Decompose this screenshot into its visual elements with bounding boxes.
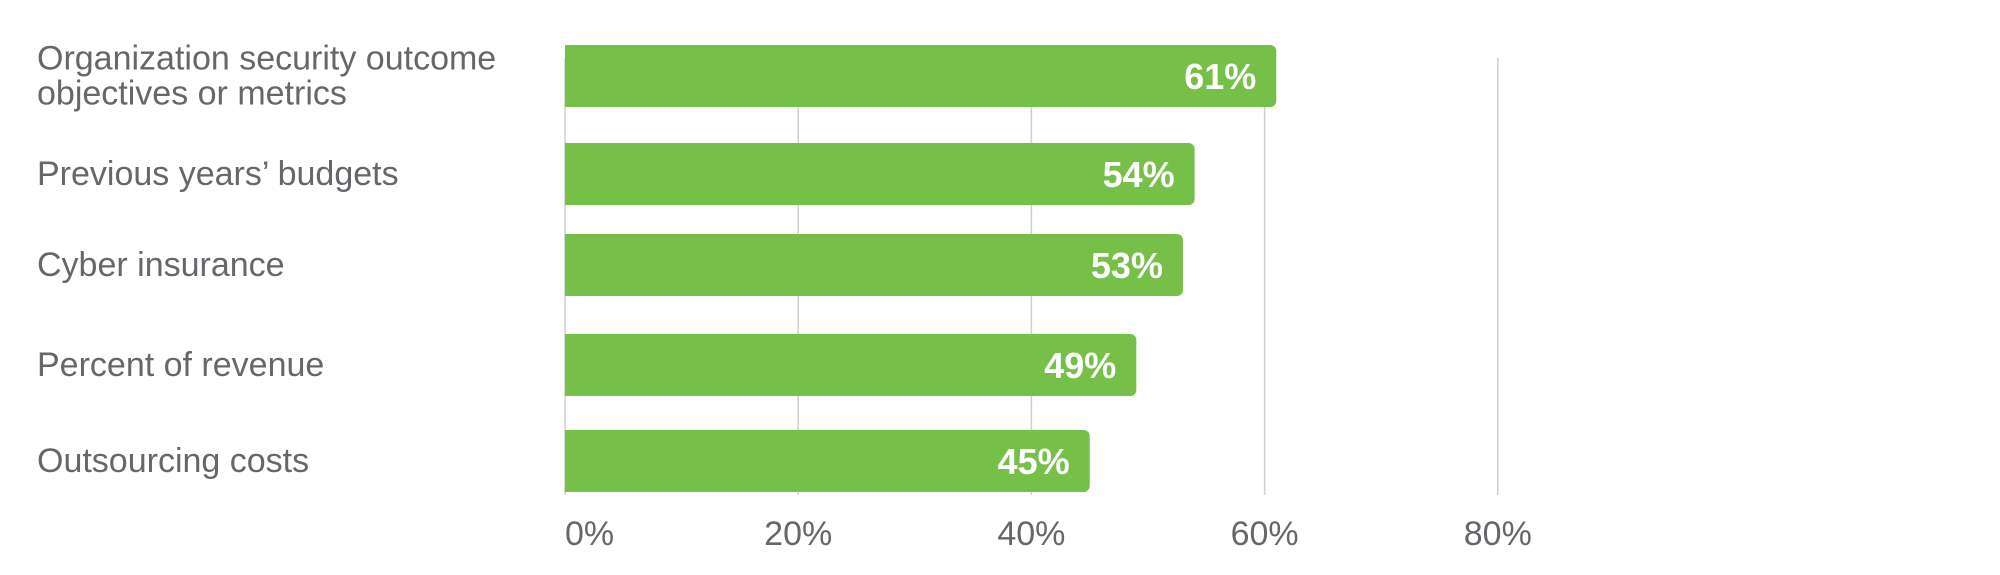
bar-left-edge	[565, 234, 575, 296]
x-tick-label: 60%	[1231, 515, 1299, 553]
x-axis-tick-labels: 0% 20% 40% 60% 80%	[565, 515, 1532, 553]
category-label: Percent of revenue	[37, 346, 324, 384]
x-tick-label: 0%	[565, 515, 614, 553]
bar	[565, 143, 1195, 205]
bar-left-edge	[565, 430, 575, 492]
data-label: 45%	[998, 441, 1070, 482]
data-label: 53%	[1091, 245, 1163, 286]
x-tick-label: 80%	[1464, 515, 1532, 553]
bars: 61% 54% 53% 49% 45%	[565, 45, 1277, 492]
bar	[565, 334, 1137, 396]
category-label: Cyber insurance	[37, 246, 285, 284]
data-label: 54%	[1103, 154, 1175, 195]
bar-left-edge	[565, 45, 575, 107]
x-tick-label: 20%	[764, 515, 832, 553]
category-label: Outsourcing costs	[37, 442, 309, 480]
bar-left-edge	[565, 143, 575, 205]
x-tick-label: 40%	[997, 515, 1065, 553]
category-label: Organization security outcome	[37, 40, 496, 78]
category-label: Previous years’ budgets	[37, 155, 399, 193]
bar	[565, 430, 1090, 492]
bar	[565, 234, 1183, 296]
data-label: 49%	[1044, 345, 1116, 386]
bar	[565, 45, 1277, 107]
category-label: objectives or metrics	[37, 75, 347, 113]
category-labels: Organization security outcomeobjectives …	[37, 40, 496, 481]
bar-left-edge	[565, 334, 575, 396]
data-label: 61%	[1184, 56, 1256, 97]
